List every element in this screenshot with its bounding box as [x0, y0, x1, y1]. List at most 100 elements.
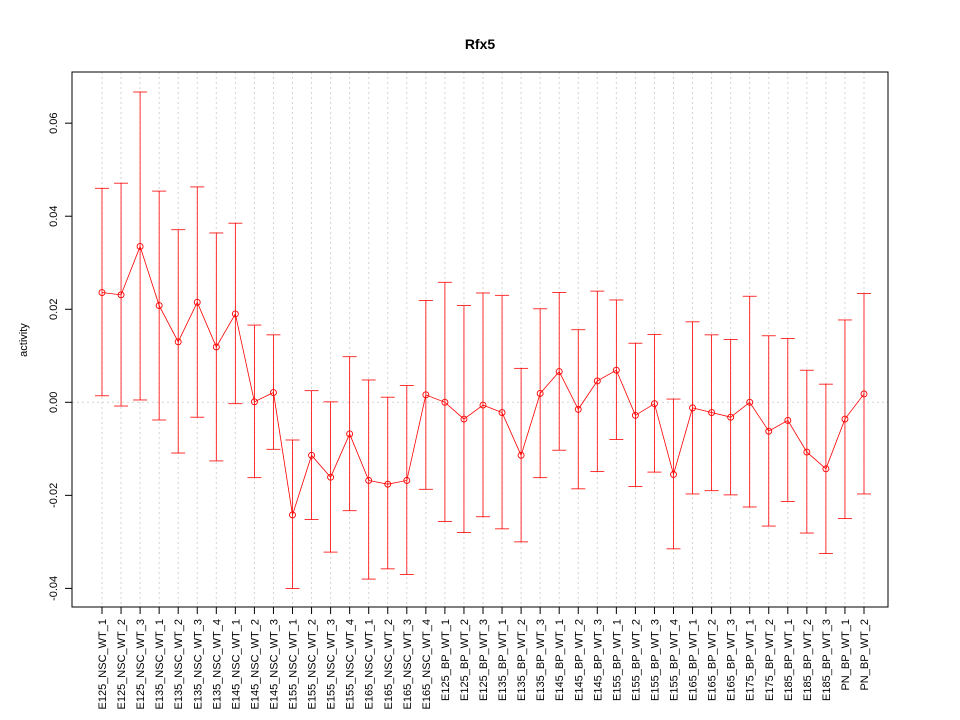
error-bar: [571, 329, 586, 490]
x-tick-label: E165_NSC_WT_1: [364, 619, 376, 710]
y-axis-label: activity: [18, 323, 30, 357]
error-bar: [418, 300, 433, 490]
error-bar: [857, 293, 871, 495]
x-tick-label: E155_NSC_WT_2: [307, 619, 319, 710]
x-tick-label: E145_BP_WT_3: [592, 619, 604, 701]
data-point: [841, 415, 849, 423]
error-bar: [285, 439, 300, 589]
error-bar: [685, 321, 700, 495]
error-bar: [95, 187, 109, 397]
data-point: [384, 480, 392, 488]
x-tick-label: PN_BP_WT_1: [840, 619, 852, 691]
data-point: [860, 390, 868, 398]
data-point: [803, 448, 811, 456]
x-tick-label: E185_BP_WT_1: [783, 619, 795, 701]
x-tick-label: E125_NSC_WT_2: [116, 619, 128, 710]
data-point: [174, 338, 182, 346]
x-tick-label: E125_BP_WT_1: [440, 619, 452, 701]
y-tick-label: 0.06: [48, 112, 60, 133]
error-bar: [495, 294, 510, 530]
error-bar: [476, 292, 490, 518]
x-tick-label: E175_BP_WT_2: [764, 619, 776, 701]
data-point: [765, 427, 773, 435]
y-tick-label: 0.04: [48, 206, 60, 227]
error-bar: [190, 186, 205, 418]
data-point: [479, 401, 487, 409]
error-bar: [533, 308, 548, 479]
x-tick-label: E175_BP_WT_1: [745, 619, 757, 701]
x-tick-label: E135_BP_WT_3: [535, 619, 547, 701]
series-layer: [95, 91, 871, 589]
plot-frame: [71, 71, 889, 608]
x-tick-label: E165_NSC_WT_3: [402, 619, 414, 710]
x-tick-label: E135_BP_WT_1: [497, 619, 509, 701]
x-tick-label: E125_BP_WT_3: [478, 619, 490, 701]
error-bar: [723, 339, 738, 496]
y-tick-label: -0.04: [48, 576, 60, 601]
y-tick-label: 0.02: [48, 299, 60, 320]
x-tick-label: E155_BP_WT_4: [669, 619, 681, 701]
data-point: [651, 400, 658, 408]
x-axis: E125_NSC_WT_1 E125_NSC_WT_2 E125_NSC_WT_3 E…: [97, 607, 871, 710]
x-tick-label: E165_NSC_WT_4: [421, 619, 433, 710]
x-tick-label: E135_NSC_WT_1: [154, 619, 166, 710]
x-tick-label: E135_NSC_WT_2: [173, 619, 185, 710]
x-tick-label: E155_NSC_WT_1: [288, 619, 300, 710]
x-tick-label: E145_NSC_WT_2: [249, 619, 261, 710]
data-point: [631, 411, 639, 419]
data-point: [250, 398, 258, 406]
data-point: [98, 289, 106, 296]
error-bar: [152, 190, 167, 421]
data-point: [593, 377, 601, 385]
x-tick-label: E155_NSC_WT_4: [345, 619, 357, 710]
y-tick-label: -0.02: [48, 483, 60, 508]
x-tick-label: E155_BP_WT_3: [649, 619, 661, 701]
data-point: [289, 511, 296, 519]
data-point: [136, 243, 144, 250]
error-bar: [837, 319, 852, 520]
data-point: [708, 409, 716, 416]
x-tick-label: E155_BP_WT_1: [611, 619, 623, 701]
grid-layer: [72, 72, 888, 607]
x-tick-label: E125_NSC_WT_1: [97, 619, 109, 710]
error-bar: [780, 338, 795, 502]
data-point: [308, 451, 315, 459]
error-bar: [266, 334, 281, 450]
data-point: [670, 470, 677, 478]
x-tick-label: E155_NSC_WT_3: [326, 619, 338, 710]
data-point: [422, 391, 430, 399]
x-tick-label: E135_BP_WT_2: [516, 619, 528, 701]
data-point: [270, 389, 277, 396]
error-bar: [628, 342, 643, 487]
error-bar: [818, 383, 833, 554]
error-bar: [609, 299, 624, 440]
data-point: [155, 302, 163, 309]
data-point: [822, 465, 830, 473]
y-tick-label: 0.00: [48, 392, 60, 413]
x-tick-label: PN_BP_WT_2: [859, 619, 871, 691]
error-bar: [209, 232, 224, 462]
data-point: [689, 404, 696, 412]
x-tick-label: E185_BP_WT_2: [802, 619, 814, 701]
error-bar: [704, 334, 719, 492]
error-bar: [666, 398, 681, 550]
y-axis: -0.04 -0.02 0.00 0.02 0.04 0.06: [48, 112, 72, 601]
error-bar: [456, 305, 471, 533]
error-bar: [342, 356, 357, 512]
data-point: [346, 430, 354, 438]
x-tick-label: E145_BP_WT_1: [554, 619, 566, 701]
data-point: [193, 298, 201, 306]
data-point: [441, 398, 449, 406]
data-point: [231, 310, 239, 318]
error-bar: [171, 229, 186, 454]
data-point: [327, 473, 335, 481]
x-tick-label: E125_NSC_WT_3: [135, 619, 147, 710]
error-bar: [761, 335, 776, 527]
data-point: [403, 477, 411, 484]
x-tick-label: E125_BP_WT_2: [459, 619, 471, 701]
x-tick-label: E135_NSC_WT_3: [192, 619, 204, 710]
error-bar: [799, 369, 814, 534]
x-tick-label: E145_NSC_WT_1: [230, 619, 242, 710]
x-tick-label: E165_BP_WT_3: [726, 619, 738, 701]
error-bar: [228, 222, 243, 405]
